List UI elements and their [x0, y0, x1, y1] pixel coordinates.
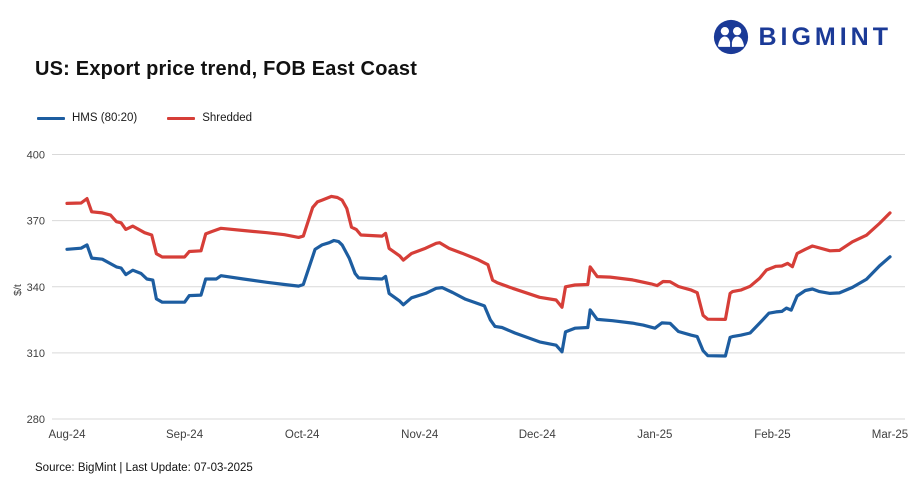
x-axis-tick-label: Jan-25 — [637, 429, 672, 441]
y-axis-title: $/t — [12, 284, 24, 296]
x-axis-tick-label: Dec-24 — [519, 429, 557, 441]
x-axis-tick-label: Nov-24 — [401, 429, 439, 441]
x-axis-tick-label: Sep-24 — [166, 429, 204, 441]
y-axis-tick-label: 400 — [27, 150, 45, 162]
source-note: Source: BigMint | Last Update: 07-03-202… — [35, 462, 253, 474]
legend-label-hms: HMS (80:20) — [72, 112, 138, 124]
x-axis-tick-label: Mar-25 — [872, 429, 908, 441]
legend-item-hms: HMS (80:20) — [37, 112, 137, 124]
chart-legend: HMS (80:20) Shredded — [37, 112, 252, 124]
chart-title: US: Export price trend, FOB East Coast — [35, 58, 418, 80]
legend-swatch-shredded — [167, 116, 196, 120]
bigmint-logo-icon — [714, 19, 749, 55]
series-line-shredded — [65, 194, 892, 321]
y-axis-tick-label: 310 — [27, 348, 45, 360]
legend-swatch-hms — [37, 116, 65, 120]
bigmint-logo: BIGMINT — [713, 19, 892, 55]
legend-item-shredded: Shredded — [167, 112, 252, 124]
x-axis-tick-label: Oct-24 — [285, 429, 320, 441]
series-line-hms — [65, 238, 892, 358]
x-axis-tick-label: Aug-24 — [48, 429, 86, 441]
bigmint-logo-text: BIGMINT — [758, 22, 892, 51]
y-axis-tick-label: 370 — [27, 216, 45, 228]
x-axis-tick-label: Feb-25 — [754, 429, 790, 441]
y-axis-tick-label: 280 — [27, 414, 45, 426]
legend-label-shredded: Shredded — [202, 112, 253, 124]
y-axis-tick-label: 340 — [27, 282, 45, 294]
